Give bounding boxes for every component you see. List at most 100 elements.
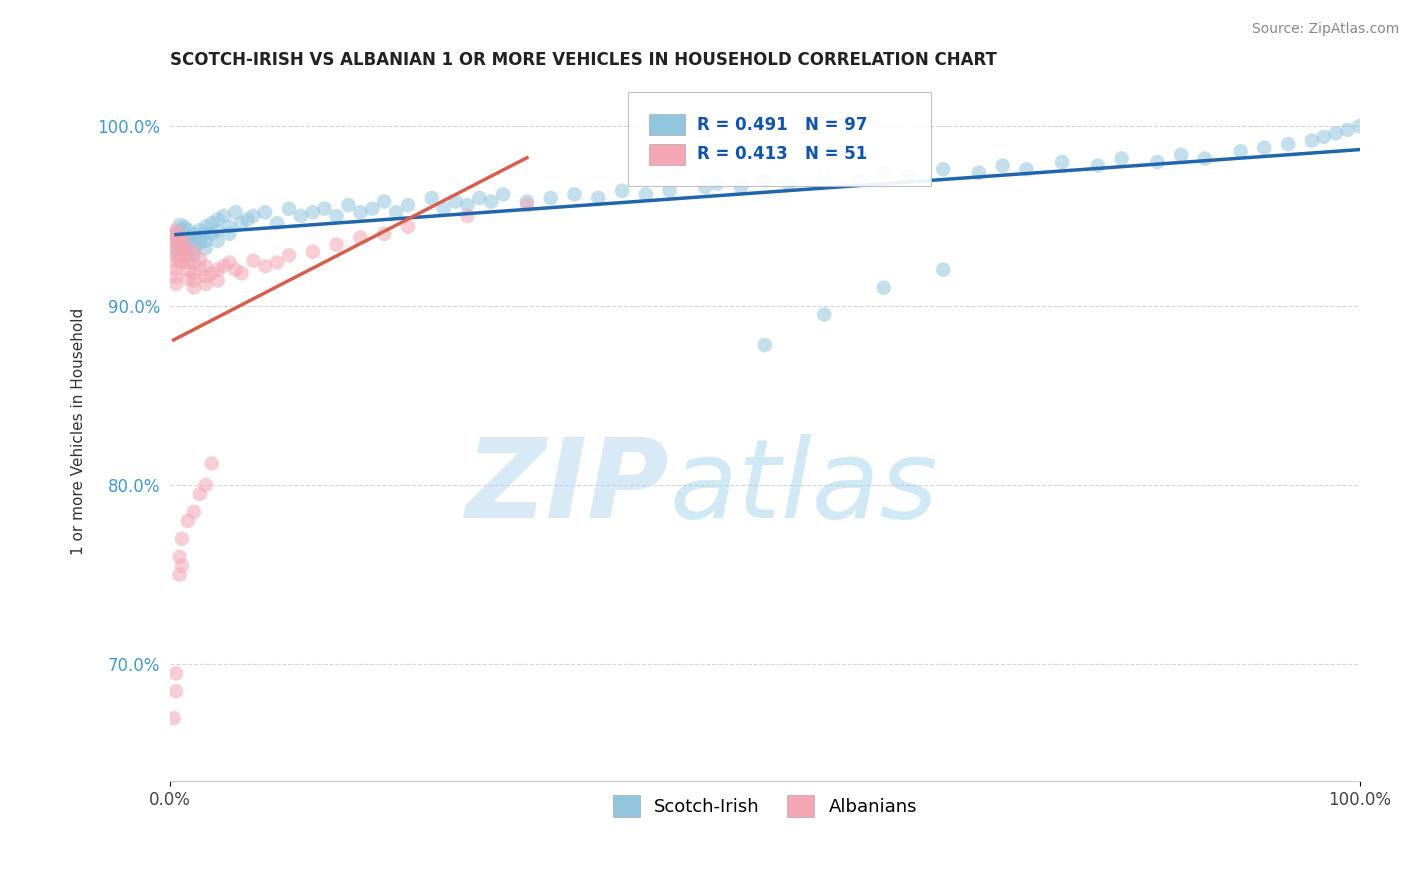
Point	[194, 277, 217, 291]
Point	[207, 273, 229, 287]
FancyBboxPatch shape	[628, 92, 931, 186]
Point	[266, 216, 288, 230]
Point	[266, 255, 288, 269]
Point	[212, 209, 235, 223]
Point	[183, 234, 205, 248]
Point	[170, 558, 193, 573]
Point	[194, 234, 217, 248]
Point	[634, 187, 657, 202]
Point	[1313, 130, 1336, 145]
Point	[242, 253, 264, 268]
Point	[396, 219, 419, 234]
Point	[516, 194, 538, 209]
Point	[218, 227, 240, 241]
Point	[165, 262, 187, 277]
Point	[236, 212, 259, 227]
Point	[165, 666, 187, 681]
Point	[1146, 155, 1168, 169]
Point	[224, 262, 246, 277]
Point	[1050, 155, 1073, 169]
Point	[170, 235, 193, 250]
Text: ZIP: ZIP	[467, 434, 669, 541]
Point	[1348, 119, 1371, 133]
Point	[165, 235, 187, 250]
Point	[188, 223, 211, 237]
Point	[337, 198, 360, 212]
Point	[207, 212, 229, 227]
Point	[169, 549, 191, 564]
Point	[813, 308, 835, 322]
Point	[177, 244, 200, 259]
Point	[177, 248, 200, 262]
Point	[516, 198, 538, 212]
Point	[207, 223, 229, 237]
Point	[349, 205, 371, 219]
Point	[1015, 162, 1038, 177]
Point	[169, 253, 191, 268]
Point	[177, 271, 200, 285]
Point	[207, 262, 229, 277]
Point	[173, 234, 195, 248]
Point	[813, 169, 835, 184]
Point	[873, 280, 896, 294]
Point	[194, 227, 217, 241]
Point	[1087, 159, 1109, 173]
Point	[301, 244, 323, 259]
Text: R = 0.413   N = 51: R = 0.413 N = 51	[697, 145, 868, 163]
Point	[349, 230, 371, 244]
Point	[169, 567, 191, 582]
Point	[468, 191, 491, 205]
Point	[188, 252, 211, 266]
Point	[325, 237, 347, 252]
Point	[218, 255, 240, 269]
Point	[165, 248, 187, 262]
Point	[201, 457, 224, 471]
Point	[165, 241, 187, 255]
Point	[658, 184, 681, 198]
Point	[373, 227, 395, 241]
Point	[170, 244, 193, 259]
Point	[433, 202, 456, 216]
FancyBboxPatch shape	[650, 114, 685, 136]
Point	[456, 209, 478, 223]
Point	[1336, 122, 1358, 136]
Point	[169, 234, 191, 248]
Point	[194, 241, 217, 255]
Point	[873, 166, 896, 180]
Point	[278, 202, 301, 216]
Point	[183, 227, 205, 241]
Point	[278, 248, 301, 262]
Point	[932, 262, 955, 277]
Point	[1253, 141, 1275, 155]
Point	[444, 194, 467, 209]
FancyBboxPatch shape	[650, 144, 685, 165]
Point	[254, 259, 277, 273]
Point	[1194, 152, 1216, 166]
Point	[1301, 134, 1323, 148]
Point	[201, 216, 224, 230]
Point	[540, 191, 562, 205]
Point	[183, 273, 205, 287]
Point	[420, 191, 443, 205]
Point	[165, 269, 187, 284]
Point	[170, 248, 193, 262]
Point	[242, 209, 264, 223]
Point	[183, 266, 205, 280]
Point	[1324, 127, 1347, 141]
Point	[373, 194, 395, 209]
Point	[492, 187, 515, 202]
Text: Source: ZipAtlas.com: Source: ZipAtlas.com	[1251, 22, 1399, 37]
Point	[564, 187, 586, 202]
Point	[290, 209, 312, 223]
Point	[254, 205, 277, 219]
Text: R = 0.491   N = 97: R = 0.491 N = 97	[697, 116, 868, 134]
Point	[967, 166, 990, 180]
Point	[170, 241, 193, 255]
Point	[183, 505, 205, 519]
Point	[385, 205, 408, 219]
Point	[188, 230, 211, 244]
Point	[163, 711, 186, 725]
Point	[706, 177, 728, 191]
Point	[183, 244, 205, 259]
Legend: Scotch-Irish, Albanians: Scotch-Irish, Albanians	[606, 788, 924, 824]
